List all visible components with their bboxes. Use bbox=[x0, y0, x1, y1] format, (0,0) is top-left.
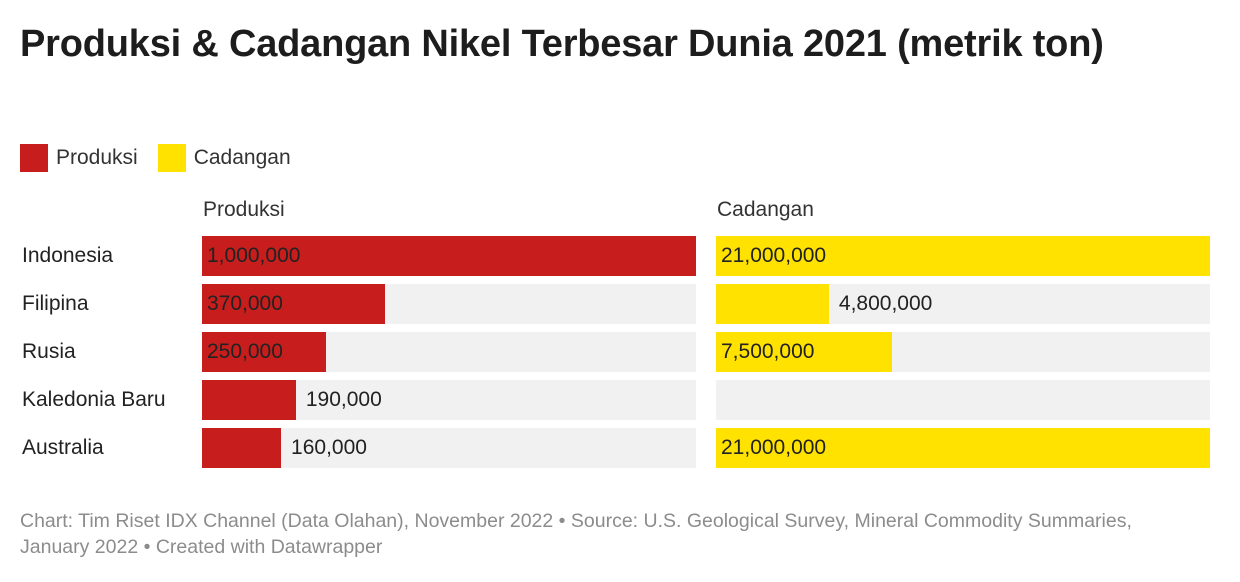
bar-produksi-rusia bbox=[202, 332, 326, 372]
value-label-cadangan-filipina: 4,800,000 bbox=[838, 292, 933, 315]
bar-track-produksi-australia: 160,000 bbox=[202, 428, 696, 468]
bar-cadangan-rusia bbox=[716, 332, 893, 372]
value-label-produksi-filipina: 370,000 bbox=[207, 292, 283, 315]
bar-track-produksi-indonesia: 1,000,000 bbox=[202, 236, 696, 276]
chart-footer: Chart: Tim Riset IDX Channel (Data Olaha… bbox=[20, 510, 1132, 558]
bar-produksi-filipina bbox=[202, 284, 385, 324]
bar-track-cadangan-australia: 21,000,000 bbox=[716, 428, 1210, 468]
bar-track-cadangan-indonesia: 21,000,000 bbox=[716, 236, 1210, 276]
row-label-filipina: Filipina bbox=[22, 292, 89, 315]
row-label-kaledonia-baru: Kaledonia Baru bbox=[22, 388, 166, 411]
bar-track-cadangan-kaledonia-baru bbox=[716, 380, 1210, 420]
bar-track-cadangan-filipina: 4,800,000 bbox=[716, 284, 1210, 324]
bar-produksi-australia bbox=[202, 428, 282, 468]
row-label-rusia: Rusia bbox=[22, 340, 76, 363]
row-label-indonesia: Indonesia bbox=[22, 244, 114, 267]
legend-label-produksi: Produksi bbox=[56, 146, 138, 169]
legend-label-cadangan: Cadangan bbox=[193, 146, 291, 169]
value-label-produksi-kaledonia-baru: 190,000 bbox=[305, 388, 382, 411]
value-label-produksi-indonesia: 1,000,000 bbox=[207, 244, 301, 267]
bar-cadangan-filipina bbox=[716, 284, 829, 324]
legend-item-cadangan: Cadangan bbox=[157, 144, 291, 172]
value-label-produksi-australia: 160,000 bbox=[291, 436, 367, 459]
chart-title: Produksi & Cadangan Nikel Terbesar Dunia… bbox=[20, 23, 1104, 65]
bar-track-produksi-filipina: 370,000 bbox=[202, 284, 696, 324]
bar-track-produksi-kaledonia-baru: 190,000 bbox=[202, 380, 696, 420]
legend-item-produksi: Produksi bbox=[20, 144, 138, 172]
legend: Produksi Cadangan bbox=[20, 144, 311, 172]
value-label-cadangan-australia: 21,000,000 bbox=[721, 436, 827, 459]
bar-cadangan-australia bbox=[716, 428, 1210, 468]
value-label-cadangan-indonesia: 21,000,000 bbox=[721, 244, 827, 267]
value-label-produksi-rusia: 250,000 bbox=[207, 340, 283, 363]
bar-produksi-indonesia bbox=[202, 236, 696, 276]
bar-produksi-kaledonia-baru bbox=[202, 380, 296, 420]
bar-cadangan-indonesia bbox=[716, 236, 1210, 276]
column-header-cadangan: Cadangan bbox=[717, 198, 814, 221]
bar-track-cadangan-rusia: 7,500,000 bbox=[716, 332, 1210, 372]
legend-swatch-produksi bbox=[20, 144, 48, 172]
row-label-australia: Australia bbox=[22, 436, 104, 459]
legend-swatch-cadangan bbox=[157, 144, 186, 172]
column-header-produksi: Produksi bbox=[203, 198, 285, 221]
bar-track-produksi-rusia: 250,000 bbox=[202, 332, 696, 372]
value-label-cadangan-rusia: 7,500,000 bbox=[721, 340, 815, 363]
